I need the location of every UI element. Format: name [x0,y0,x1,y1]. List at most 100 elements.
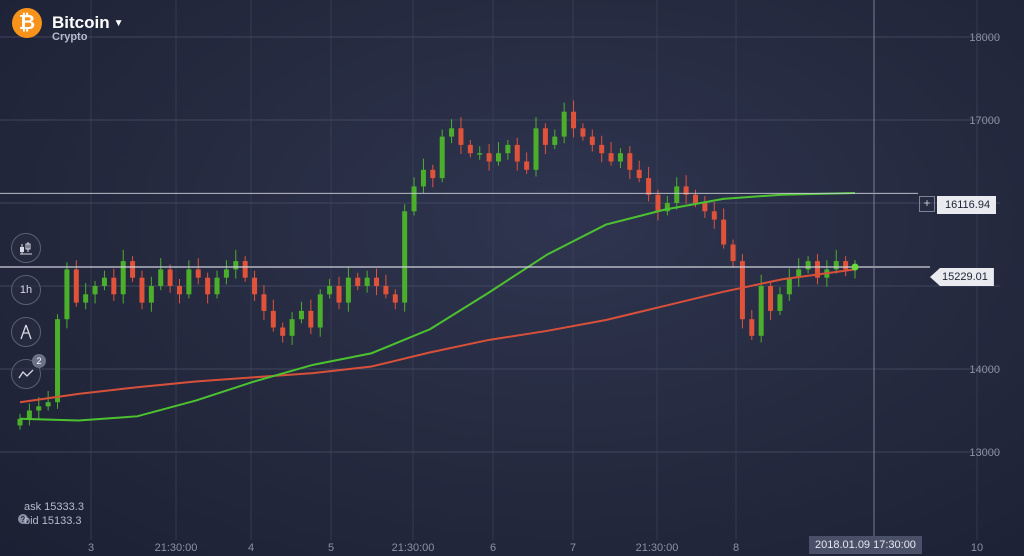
candle-body [505,144,511,154]
candle-body [449,128,455,137]
candle-body [768,286,774,311]
y-tick-label: 13000 [969,447,1000,459]
slow-moving-average-line [19,268,856,404]
candle-body [270,310,276,328]
asset-header[interactable]: ₿ Bitcoin ▼ [12,8,124,38]
candle-body [495,153,501,162]
candle-body [345,277,351,303]
timeframe-button[interactable]: 1h [11,275,41,305]
x-tick-label: 21:30:00 [636,542,679,554]
candle-body [617,153,623,162]
candle-body [73,269,79,303]
candle-body [214,277,220,295]
quote-panel: ask 15333.3 bid 15133.3 [24,500,84,528]
crosshair-price-label: 16116.94 [937,196,997,214]
y-tick-label: 18000 [969,32,1000,44]
candle-body [26,410,32,419]
candle-body [374,277,380,286]
candle-body [111,277,117,295]
candle-body [280,327,286,336]
candle-body [383,286,389,295]
help-icon[interactable]: ? [18,514,28,524]
x-tick-label: 7 [570,542,576,554]
candle-body [186,269,192,295]
chart-grid [0,0,1000,540]
y-tick-label: 14000 [969,364,1000,376]
ask-price: ask 15333.3 [24,501,84,513]
bid-price: bid 15133.3 [24,515,82,527]
candle-body [805,261,811,270]
candle-body [252,277,258,295]
candle-body [693,194,699,203]
candle-body [843,261,849,270]
candle-body [514,144,520,162]
candle-body [674,186,680,203]
candle-body [336,286,342,303]
candle-body [158,269,164,286]
candle-body [317,294,323,328]
candle-body [289,319,295,336]
candle-body [683,186,689,195]
current-price-label: 15229.01 [930,268,994,286]
indicators-icon [18,369,34,379]
candle-body [608,153,614,162]
candle-body [655,194,661,212]
candle-body [364,277,370,286]
candle-body [599,144,605,154]
indicators-button[interactable]: 2 [11,354,46,389]
candle-body [467,144,473,154]
candle-body [195,269,201,278]
y-tick-label: 17000 [969,115,1000,127]
candle-body [420,169,426,187]
candle-body [458,128,464,145]
bitcoin-logo-icon: ₿ [12,8,42,38]
candle-body [139,277,145,303]
chart-toolbar: 1h 2 [11,233,46,401]
candle-body [439,136,445,179]
candle-body [796,269,802,278]
x-tick-label: 8 [733,542,739,554]
candle-body [36,406,42,411]
caret-down-icon[interactable]: ▼ [113,17,124,29]
asset-name[interactable]: Bitcoin [52,13,110,32]
candle-body [627,153,633,170]
candle-body [758,286,764,336]
candlestick-series [17,100,858,430]
candle-body [167,269,173,286]
candle-body [589,136,595,145]
candle-body [411,186,417,212]
candle-body [261,294,267,311]
candle-body [477,153,483,155]
candle-body [646,178,652,195]
candle-body [355,277,361,286]
candle-body [55,319,61,403]
x-tick-label: 5 [328,542,334,554]
candle-body [205,277,211,295]
add-alert-icon[interactable]: + [919,196,935,212]
candle-body [739,261,745,320]
crosshair-date-label: 2018.01.09 17:30:00 [809,536,922,554]
y-axis-ticks: 18000 17000 14000 13000 [969,32,1000,459]
candle-body [786,277,792,295]
indicators-count-badge: 2 [32,354,46,368]
candle-body [702,203,708,212]
candle-body [711,211,717,220]
drawing-tool-icon [20,324,32,340]
candle-body [17,418,23,426]
candle-body [130,261,136,278]
x-tick-label: 4 [248,542,254,554]
candle-body [571,111,577,129]
candle-body [430,169,436,179]
candle-chart-type-button[interactable] [11,233,41,263]
candle-body [814,261,820,278]
candle-body [92,286,98,295]
candle-body [721,219,727,245]
candle-body [45,402,51,407]
fast-moving-average-line [19,192,856,422]
candle-body [749,319,755,336]
x-axis-ticks: 3 21:30:00 4 5 21:30:00 6 7 21:30:00 8 10 [88,542,983,554]
timeframe-label: 1h [19,284,33,296]
drawing-tool-button[interactable] [11,317,41,347]
candle-body [101,277,107,286]
